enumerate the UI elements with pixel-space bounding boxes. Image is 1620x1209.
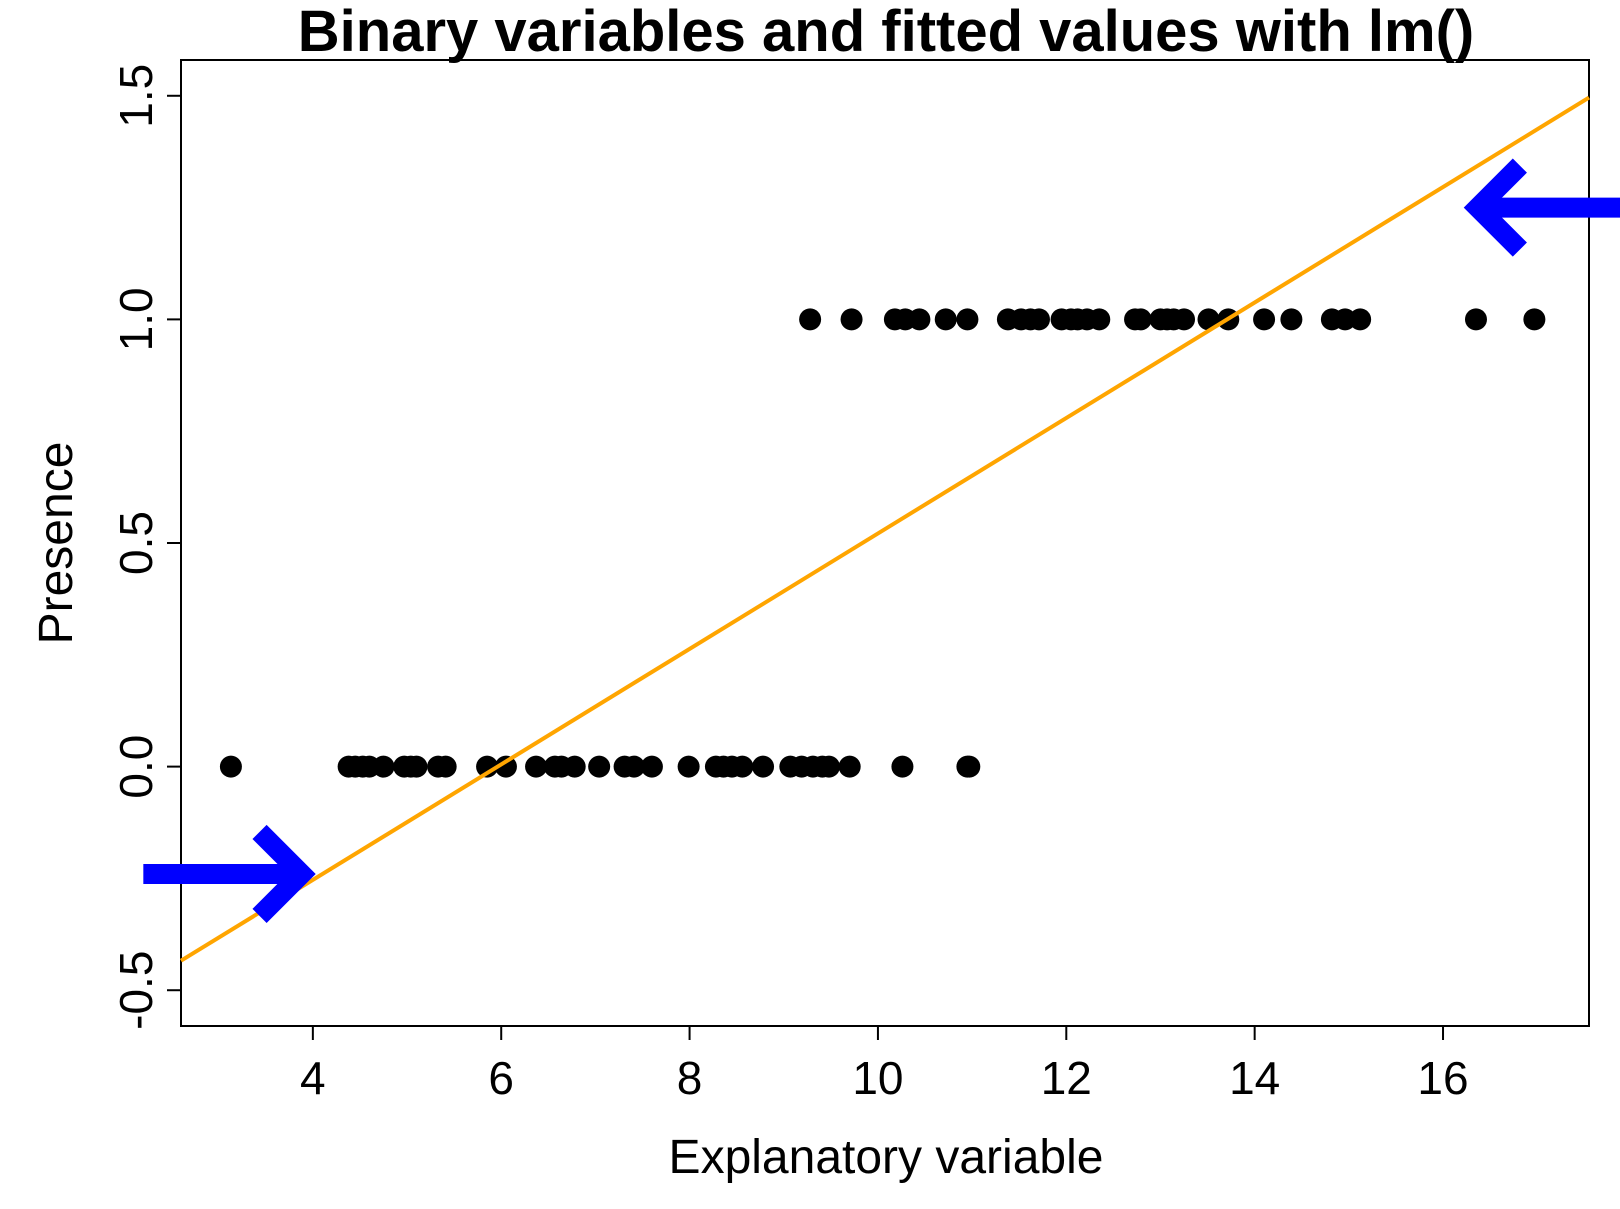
- plot-frame: [180, 59, 1590, 1027]
- data-point: [838, 755, 861, 778]
- data-point: [1129, 308, 1152, 331]
- y-tick-label: 0.5: [110, 511, 162, 575]
- data-point: [623, 755, 646, 778]
- data-point: [372, 755, 395, 778]
- data-point: [817, 755, 840, 778]
- x-tick-label: 8: [677, 1052, 703, 1104]
- data-point: [1197, 308, 1220, 331]
- x-tick-label: 4: [300, 1052, 326, 1104]
- x-tick-label: 6: [488, 1052, 514, 1104]
- y-tick-label: -0.5: [110, 951, 162, 1030]
- data-point: [840, 308, 863, 331]
- data-point: [494, 755, 517, 778]
- data-point: [1464, 308, 1487, 331]
- arrow-head: [1463, 158, 1527, 257]
- data-point: [1523, 308, 1546, 331]
- data-point: [958, 755, 981, 778]
- x-axis: 4 6 8 10 12 14 16: [300, 1025, 1469, 1104]
- y-tick-label: 1.5: [110, 64, 162, 128]
- data-point: [934, 308, 957, 331]
- data-point: [1088, 308, 1111, 331]
- data-point: [908, 308, 931, 331]
- y-axis: -0.5 0.0 0.5 1.0 1.5: [110, 64, 182, 1030]
- x-tick-label: 12: [1041, 1052, 1092, 1104]
- annotation-arrows: [143, 158, 1620, 924]
- data-point: [1173, 308, 1196, 331]
- data-point: [799, 308, 822, 331]
- arrow-head: [252, 824, 316, 924]
- data-point: [956, 308, 979, 331]
- fitted-line-layer: [179, 95, 1591, 963]
- x-tick-label: 16: [1417, 1052, 1468, 1104]
- chart-title: Binary variables and fitted values with …: [298, 0, 1474, 64]
- data-point: [405, 755, 428, 778]
- y-axis-label: Presence: [30, 442, 83, 645]
- y-tick-label: 1.0: [110, 287, 162, 351]
- data-point: [1349, 308, 1372, 331]
- data-point: [677, 755, 700, 778]
- data-point: [1253, 308, 1276, 331]
- data-point: [563, 755, 586, 778]
- data-point: [434, 755, 457, 778]
- data-point: [588, 755, 611, 778]
- data-point: [731, 755, 754, 778]
- data-point: [476, 755, 499, 778]
- x-tick-label: 14: [1229, 1052, 1280, 1104]
- fitted-line: [179, 95, 1591, 963]
- data-point: [640, 755, 663, 778]
- x-tick-label: 10: [852, 1052, 903, 1104]
- data-point: [1027, 308, 1050, 331]
- data-point: [1334, 308, 1357, 331]
- data-points: [219, 308, 1546, 778]
- data-point: [891, 755, 914, 778]
- y-tick-label: 0.0: [110, 735, 162, 799]
- data-point: [219, 755, 242, 778]
- x-axis-label: Explanatory variable: [669, 1131, 1104, 1184]
- data-point: [1280, 308, 1303, 331]
- data-point: [525, 755, 548, 778]
- data-point: [752, 755, 775, 778]
